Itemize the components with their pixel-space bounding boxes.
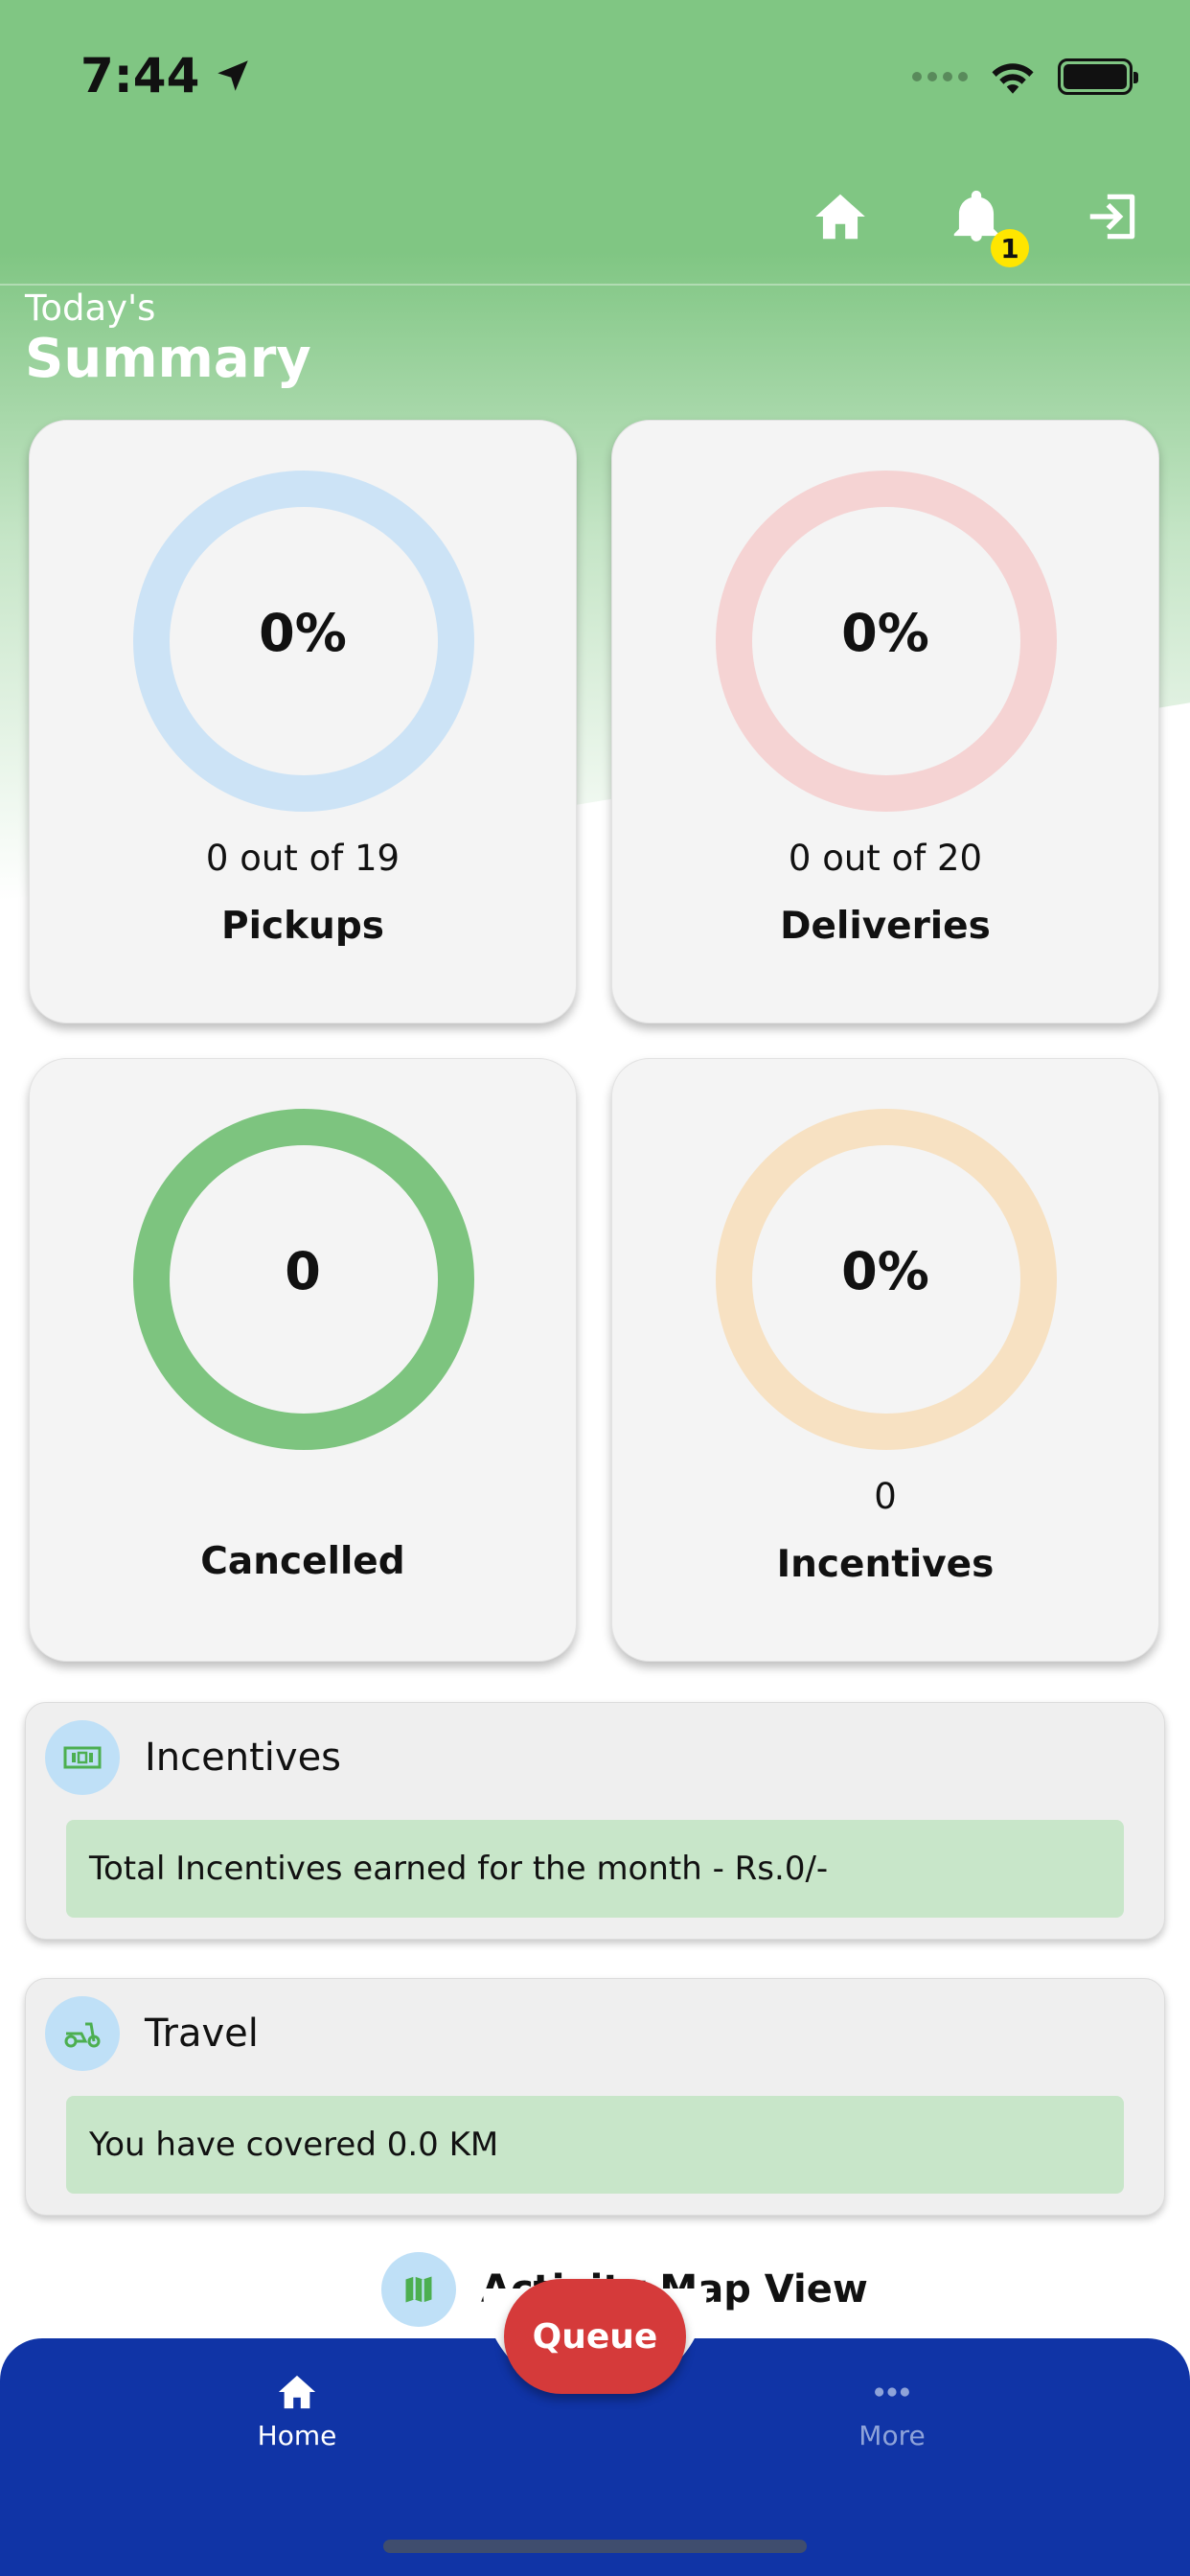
cancelled-card[interactable]: 0 Cancelled (29, 1058, 577, 1662)
cancelled-ring-track (133, 1109, 474, 1450)
travel-info-text: You have covered 0.0 KM (66, 2096, 1124, 2194)
nav-more-label: More (858, 2420, 926, 2451)
home-indicator (383, 2540, 807, 2553)
more-dots-icon (875, 2387, 909, 2397)
header-divider (0, 284, 1190, 286)
cancelled-value: 0 (285, 1241, 321, 1301)
notification-badge: 1 (991, 229, 1029, 267)
logout-button[interactable] (1083, 187, 1142, 246)
incentives-ring-track (716, 1109, 1057, 1450)
location-arrow-icon (217, 60, 249, 91)
incentives-info-box[interactable]: Incentives Total Incentives earned for t… (25, 1702, 1165, 1940)
deliveries-ring (716, 471, 1057, 812)
deliveries-label: Deliveries (780, 905, 991, 948)
logout-icon (1089, 194, 1135, 240)
pickups-percent: 0% (259, 603, 347, 663)
incentives-count: 0 (874, 1476, 897, 1517)
home-button[interactable] (811, 187, 870, 246)
incentives-percent: 0% (841, 1241, 929, 1301)
travel-info-box[interactable]: Travel You have covered 0.0 KM (25, 1978, 1165, 2216)
queue-button[interactable]: Queue (504, 2279, 686, 2394)
travel-info-title: Travel (145, 2012, 259, 2056)
status-time: 7:44 (80, 48, 253, 104)
summary-title: Summary (25, 328, 311, 390)
incentives-info-text: Total Incentives earned for the month - … (66, 1820, 1124, 1918)
deliveries-percent: 0% (841, 603, 929, 663)
incentives-card[interactable]: 0% 0 Incentives (611, 1058, 1159, 1662)
notifications-button[interactable]: 1 (947, 187, 1029, 267)
pickups-ring (133, 471, 474, 812)
home-icon (815, 194, 865, 240)
map-icon (381, 2252, 456, 2327)
deliveries-ring-track (716, 471, 1057, 812)
cancelled-label: Cancelled (200, 1540, 405, 1583)
pickups-ring-track (133, 471, 474, 812)
time-text: 7:44 (80, 48, 200, 104)
battery-icon (1058, 58, 1138, 95)
home-icon (278, 2375, 316, 2409)
pickups-card[interactable]: 0% 0 out of 19 Pickups (29, 420, 577, 1024)
travel-info-header: Travel (45, 1996, 259, 2071)
header-actions: 1 (811, 187, 1142, 267)
nav-item-home[interactable]: Home (201, 2372, 393, 2451)
deliveries-card[interactable]: 0% 0 out of 20 Deliveries (611, 420, 1159, 1024)
incentives-ring (716, 1109, 1057, 1450)
deliveries-count: 0 out of 20 (788, 838, 983, 879)
pickups-label: Pickups (221, 905, 384, 948)
wifi-icon (992, 63, 1034, 94)
incentives-info-header: Incentives (45, 1720, 341, 1795)
incentives-info-title: Incentives (145, 1736, 342, 1780)
cancelled-ring (133, 1109, 474, 1450)
bell-icon (953, 190, 999, 242)
pickups-count: 0 out of 19 (205, 838, 400, 879)
money-icon (45, 1720, 120, 1795)
nav-home-label: Home (257, 2420, 337, 2451)
scooter-icon (45, 1996, 120, 2071)
incentives-label: Incentives (776, 1543, 995, 1586)
status-indicators (912, 58, 1138, 96)
nav-item-more[interactable]: More (796, 2372, 988, 2451)
cellular-signal-icon (912, 72, 968, 81)
status-bar: 7:44 (0, 0, 1190, 158)
summary-subtitle: Today's (25, 288, 156, 329)
